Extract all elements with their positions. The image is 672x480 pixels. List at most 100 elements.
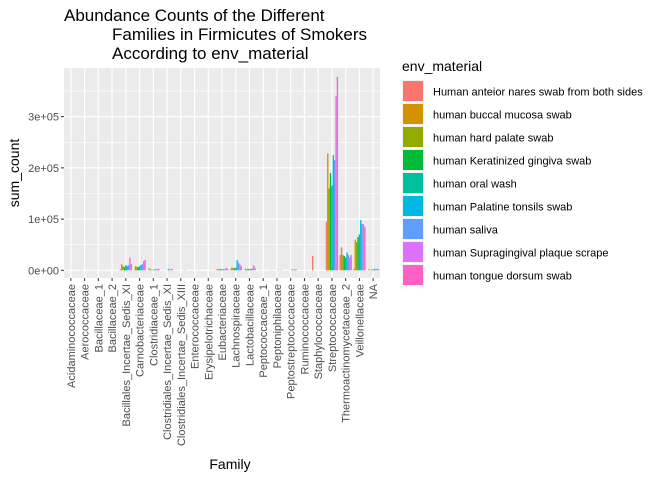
legend-label: human buccal mucosa swab — [433, 110, 572, 122]
title-line-2: Families in Firmicutes of Smokers — [112, 25, 367, 44]
legend-label: human tongue dorsum swab — [433, 271, 572, 283]
bar — [339, 254, 341, 271]
bar — [239, 264, 241, 271]
bar — [138, 266, 141, 271]
chart-title: Abundance Counts of the Different Famili… — [64, 6, 367, 63]
bar — [246, 269, 248, 271]
bar — [144, 260, 146, 271]
bar — [362, 224, 365, 271]
x-tick-label: Peptostreptococcaceae — [286, 284, 298, 399]
bar — [169, 269, 171, 271]
bar — [347, 254, 350, 271]
x-axis-title: Family — [209, 456, 250, 472]
x-tick-label: Aerococcaceae — [80, 284, 92, 360]
bar — [218, 269, 220, 271]
bar — [376, 268, 378, 271]
bar — [184, 269, 186, 271]
x-tick-label: Acidaminococcaceae — [66, 284, 78, 388]
bar — [148, 268, 150, 271]
bar — [125, 265, 127, 271]
bar — [369, 269, 372, 271]
x-tick-label: Clostridiales_Incertae_Sedis_XI — [162, 284, 174, 440]
legend-swatch — [403, 127, 423, 147]
legend-label: human hard palate swab — [433, 133, 553, 145]
bar — [221, 269, 223, 271]
x-tick-label: Bacillaceae_1 — [93, 284, 105, 353]
bar — [358, 234, 361, 271]
bar — [346, 252, 348, 271]
bar — [295, 269, 297, 271]
bar — [136, 266, 138, 271]
bar — [140, 265, 142, 271]
bar — [336, 76, 339, 271]
bar — [232, 267, 234, 271]
y-axis-ticks: 0e+00 1e+05 2e+05 3e+05 — [28, 112, 64, 277]
legend-label: human Palatine tonsils swab — [433, 202, 572, 214]
x-tick-label: Enterococcaceae — [190, 284, 202, 369]
bar — [240, 266, 242, 271]
bars — [79, 76, 380, 271]
x-tick-label: Carnobacteriaceae — [135, 284, 147, 377]
x-tick-label: NA — [368, 283, 380, 299]
bar — [332, 155, 334, 271]
legend-swatch — [403, 104, 423, 124]
legend: env_material Human anteior nares swab fr… — [402, 58, 643, 286]
bar — [127, 265, 130, 271]
bar — [250, 268, 252, 271]
bar — [171, 269, 174, 271]
bar — [224, 269, 226, 271]
bar — [342, 254, 344, 271]
y-tick-label: 3e+05 — [28, 112, 59, 124]
y-tick-label: 2e+05 — [28, 163, 59, 175]
bar — [328, 188, 330, 271]
bar — [151, 269, 153, 271]
bar — [222, 269, 225, 271]
bar — [364, 226, 366, 271]
x-tick-label: Eubacteriaceae — [217, 284, 229, 360]
x-tick-label: Bacillaceae_2 — [107, 284, 119, 353]
bar — [141, 264, 143, 271]
bar — [137, 267, 139, 271]
bar — [119, 269, 122, 271]
bar — [292, 269, 295, 271]
bar — [133, 269, 135, 271]
y-tick-label: 0e+00 — [28, 265, 59, 277]
bar — [230, 267, 233, 271]
bar — [360, 220, 362, 271]
x-tick-label: Thermoactinomycetaceae_2 — [341, 284, 353, 423]
legend-title: env_material — [402, 58, 482, 74]
bar — [372, 269, 374, 271]
x-tick-label: Erysipelotrichaceae — [203, 284, 215, 380]
bar — [122, 266, 124, 271]
bar — [252, 265, 255, 271]
x-tick-label: Staphylococcaceae — [313, 284, 325, 379]
x-tick-label: Lachnospiraceae — [231, 284, 243, 368]
bar — [237, 262, 240, 271]
bar — [329, 173, 332, 271]
bar — [143, 261, 145, 271]
bar — [349, 257, 351, 271]
x-tick-label: Clostridiaceae_1 — [148, 284, 160, 366]
bar — [254, 267, 256, 271]
bar — [377, 269, 380, 271]
legend-swatch — [403, 219, 423, 239]
x-tick-label: Peptoniphilaceae — [272, 284, 284, 368]
bar — [311, 255, 314, 271]
x-tick-label: Clostridiales_Incertae_Sedis_XIII — [176, 284, 188, 446]
legend-label: human Keratinized gingiva swab — [433, 156, 591, 168]
x-tick-label: Ruminococcaceae — [299, 284, 311, 375]
bar — [156, 269, 159, 271]
bar — [236, 260, 238, 271]
title-line-3: According to env_material — [112, 44, 309, 63]
x-tick-label: Peptococcaceae_1 — [258, 284, 270, 378]
bar — [340, 247, 343, 271]
bar — [121, 264, 123, 271]
bar — [361, 224, 363, 271]
legend-swatch — [403, 196, 423, 216]
bar — [130, 264, 132, 271]
bar — [229, 269, 231, 271]
bar — [219, 269, 222, 271]
bar — [126, 266, 128, 271]
bar — [235, 267, 237, 271]
